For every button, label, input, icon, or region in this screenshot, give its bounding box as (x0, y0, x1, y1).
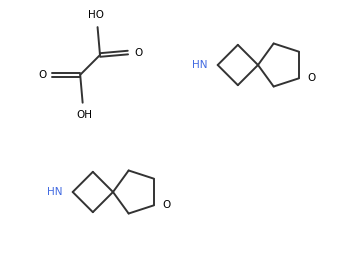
Text: O: O (38, 70, 46, 80)
Text: HN: HN (192, 60, 208, 70)
Text: O: O (307, 73, 315, 83)
Text: OH: OH (77, 110, 93, 120)
Text: O: O (134, 48, 142, 57)
Text: O: O (162, 200, 170, 210)
Text: HN: HN (47, 187, 63, 197)
Text: HO: HO (87, 10, 103, 20)
